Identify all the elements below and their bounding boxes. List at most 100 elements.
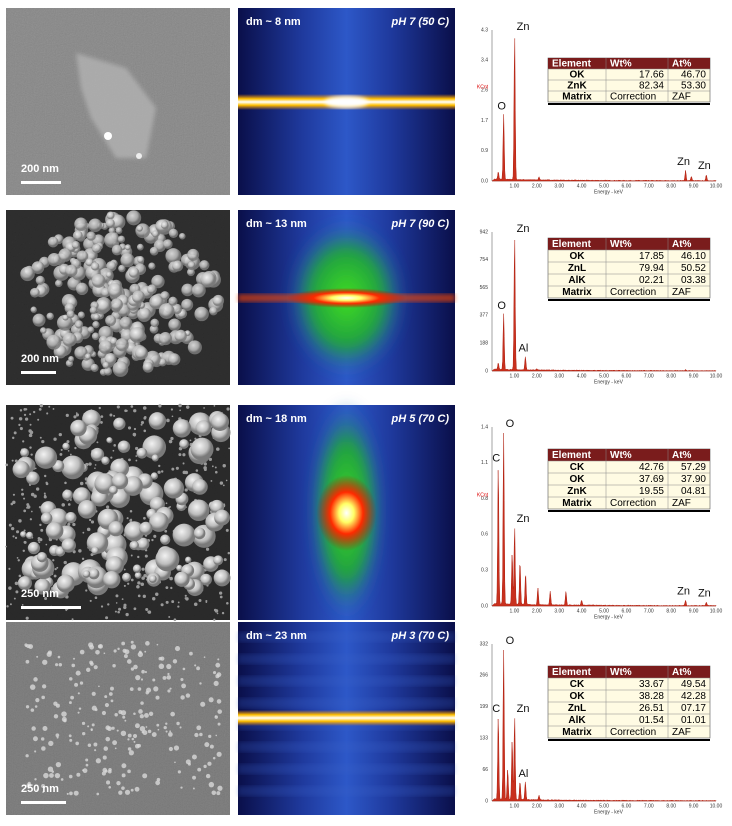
sem-speck xyxy=(101,710,107,716)
x-tick-label: 6.00 xyxy=(622,803,632,809)
sem-speck xyxy=(95,649,100,655)
sem-particle xyxy=(174,571,190,587)
sem-speck xyxy=(138,709,143,714)
sem-speck xyxy=(140,678,144,681)
table-cell: Correction xyxy=(610,727,656,738)
y-tick-label: 4.3 xyxy=(481,27,488,33)
sem-speck xyxy=(85,589,88,592)
sem-speck xyxy=(93,665,98,670)
sem-speck xyxy=(180,677,184,682)
sem-speck xyxy=(55,663,59,667)
sem-speck xyxy=(219,481,224,485)
sem-speck xyxy=(177,601,180,604)
sem-speck xyxy=(213,404,216,407)
sem-particle xyxy=(84,353,92,360)
fft-condition: pH 7 (90 C) xyxy=(391,218,450,230)
sem-speck xyxy=(125,409,128,412)
sem-speck xyxy=(45,481,48,484)
sem-speck xyxy=(117,647,120,651)
sem-speck xyxy=(25,645,28,648)
fft-streak xyxy=(238,710,455,726)
sem-speck xyxy=(60,778,64,781)
sem-speck xyxy=(12,500,16,504)
sem-speck xyxy=(82,768,88,774)
sem-particle xyxy=(150,472,158,480)
sem-speck xyxy=(168,439,173,444)
sem-speck xyxy=(191,754,197,760)
sem-particle xyxy=(149,246,159,256)
sem-speck xyxy=(176,721,180,726)
y-tick-label: 0 xyxy=(485,798,488,804)
sem-speck xyxy=(68,774,73,779)
sem-speck xyxy=(10,502,14,506)
sem-speck xyxy=(74,446,77,450)
sem-speck xyxy=(43,474,47,478)
sem-speck xyxy=(167,672,170,676)
sem-speck xyxy=(41,684,47,689)
sem-speck xyxy=(144,712,149,718)
sem-speck xyxy=(170,408,174,411)
sem-particle xyxy=(193,527,206,540)
sem-speck xyxy=(75,413,80,417)
sem-speck xyxy=(123,568,126,571)
sem-particle xyxy=(130,541,139,550)
table-header-cell: At% xyxy=(672,667,692,678)
sem-speck xyxy=(22,549,25,553)
x-tick-label: 6.00 xyxy=(622,373,632,379)
sem-particle xyxy=(20,266,35,282)
sem-speck xyxy=(39,404,44,408)
sem-speck xyxy=(79,649,85,655)
sem-speck xyxy=(155,695,160,700)
sem-speck xyxy=(219,595,223,599)
x-tick-label: 10.00 xyxy=(710,373,723,379)
sem-speck xyxy=(43,492,46,495)
sem-speck xyxy=(215,734,218,737)
figure-row: 200 nm dm ~ 8 nm pH 7 (50 C) 4.3 3.4 2.6 1.7 0.… xyxy=(6,8,722,195)
sem-particle xyxy=(124,521,145,542)
spectrum xyxy=(491,239,717,372)
sem-speck xyxy=(118,790,123,795)
sem-speck xyxy=(81,721,86,726)
sem-speck xyxy=(203,764,207,769)
sem-speck xyxy=(59,452,63,456)
sem-particle xyxy=(126,210,142,226)
sem-speck xyxy=(157,728,160,731)
sem-speck xyxy=(71,618,74,621)
sem-speck xyxy=(105,616,109,620)
table-cell: AlK xyxy=(568,715,586,726)
sem-speck xyxy=(85,758,89,762)
sem-speck xyxy=(104,769,108,773)
sem-particle xyxy=(105,271,113,278)
sem-speck xyxy=(182,462,185,465)
sem-speck xyxy=(151,732,157,737)
sem-speck xyxy=(25,616,29,620)
sem-speck xyxy=(89,644,95,650)
sem-particle xyxy=(115,227,123,235)
sem-particle xyxy=(91,273,106,288)
sem-particle xyxy=(108,485,118,495)
sem-speck xyxy=(163,725,167,730)
sem-speck xyxy=(114,747,117,750)
sem-particle xyxy=(148,412,167,430)
sem-speck xyxy=(50,589,53,592)
x-tick-label: 8.00 xyxy=(666,608,676,614)
sem-speck xyxy=(125,612,129,617)
sem-speck xyxy=(140,423,143,426)
sem-particle xyxy=(149,294,164,310)
table-cell: Correction xyxy=(610,498,656,509)
sem-speck xyxy=(128,750,134,756)
sem-speck xyxy=(179,409,181,412)
sem-particle xyxy=(214,509,230,526)
sem-speck xyxy=(166,663,172,670)
sem-speck xyxy=(41,439,45,444)
x-tick-label: 10.00 xyxy=(710,608,723,614)
sem-speck xyxy=(29,423,32,426)
y-tick-label: 0.0 xyxy=(481,178,488,184)
sem-speck xyxy=(30,453,33,456)
sem-speck xyxy=(147,610,152,614)
sem-particle xyxy=(72,230,83,241)
sem-speck xyxy=(58,432,62,437)
sem-speck xyxy=(54,567,57,571)
x-tick-label: 3.00 xyxy=(554,608,564,614)
